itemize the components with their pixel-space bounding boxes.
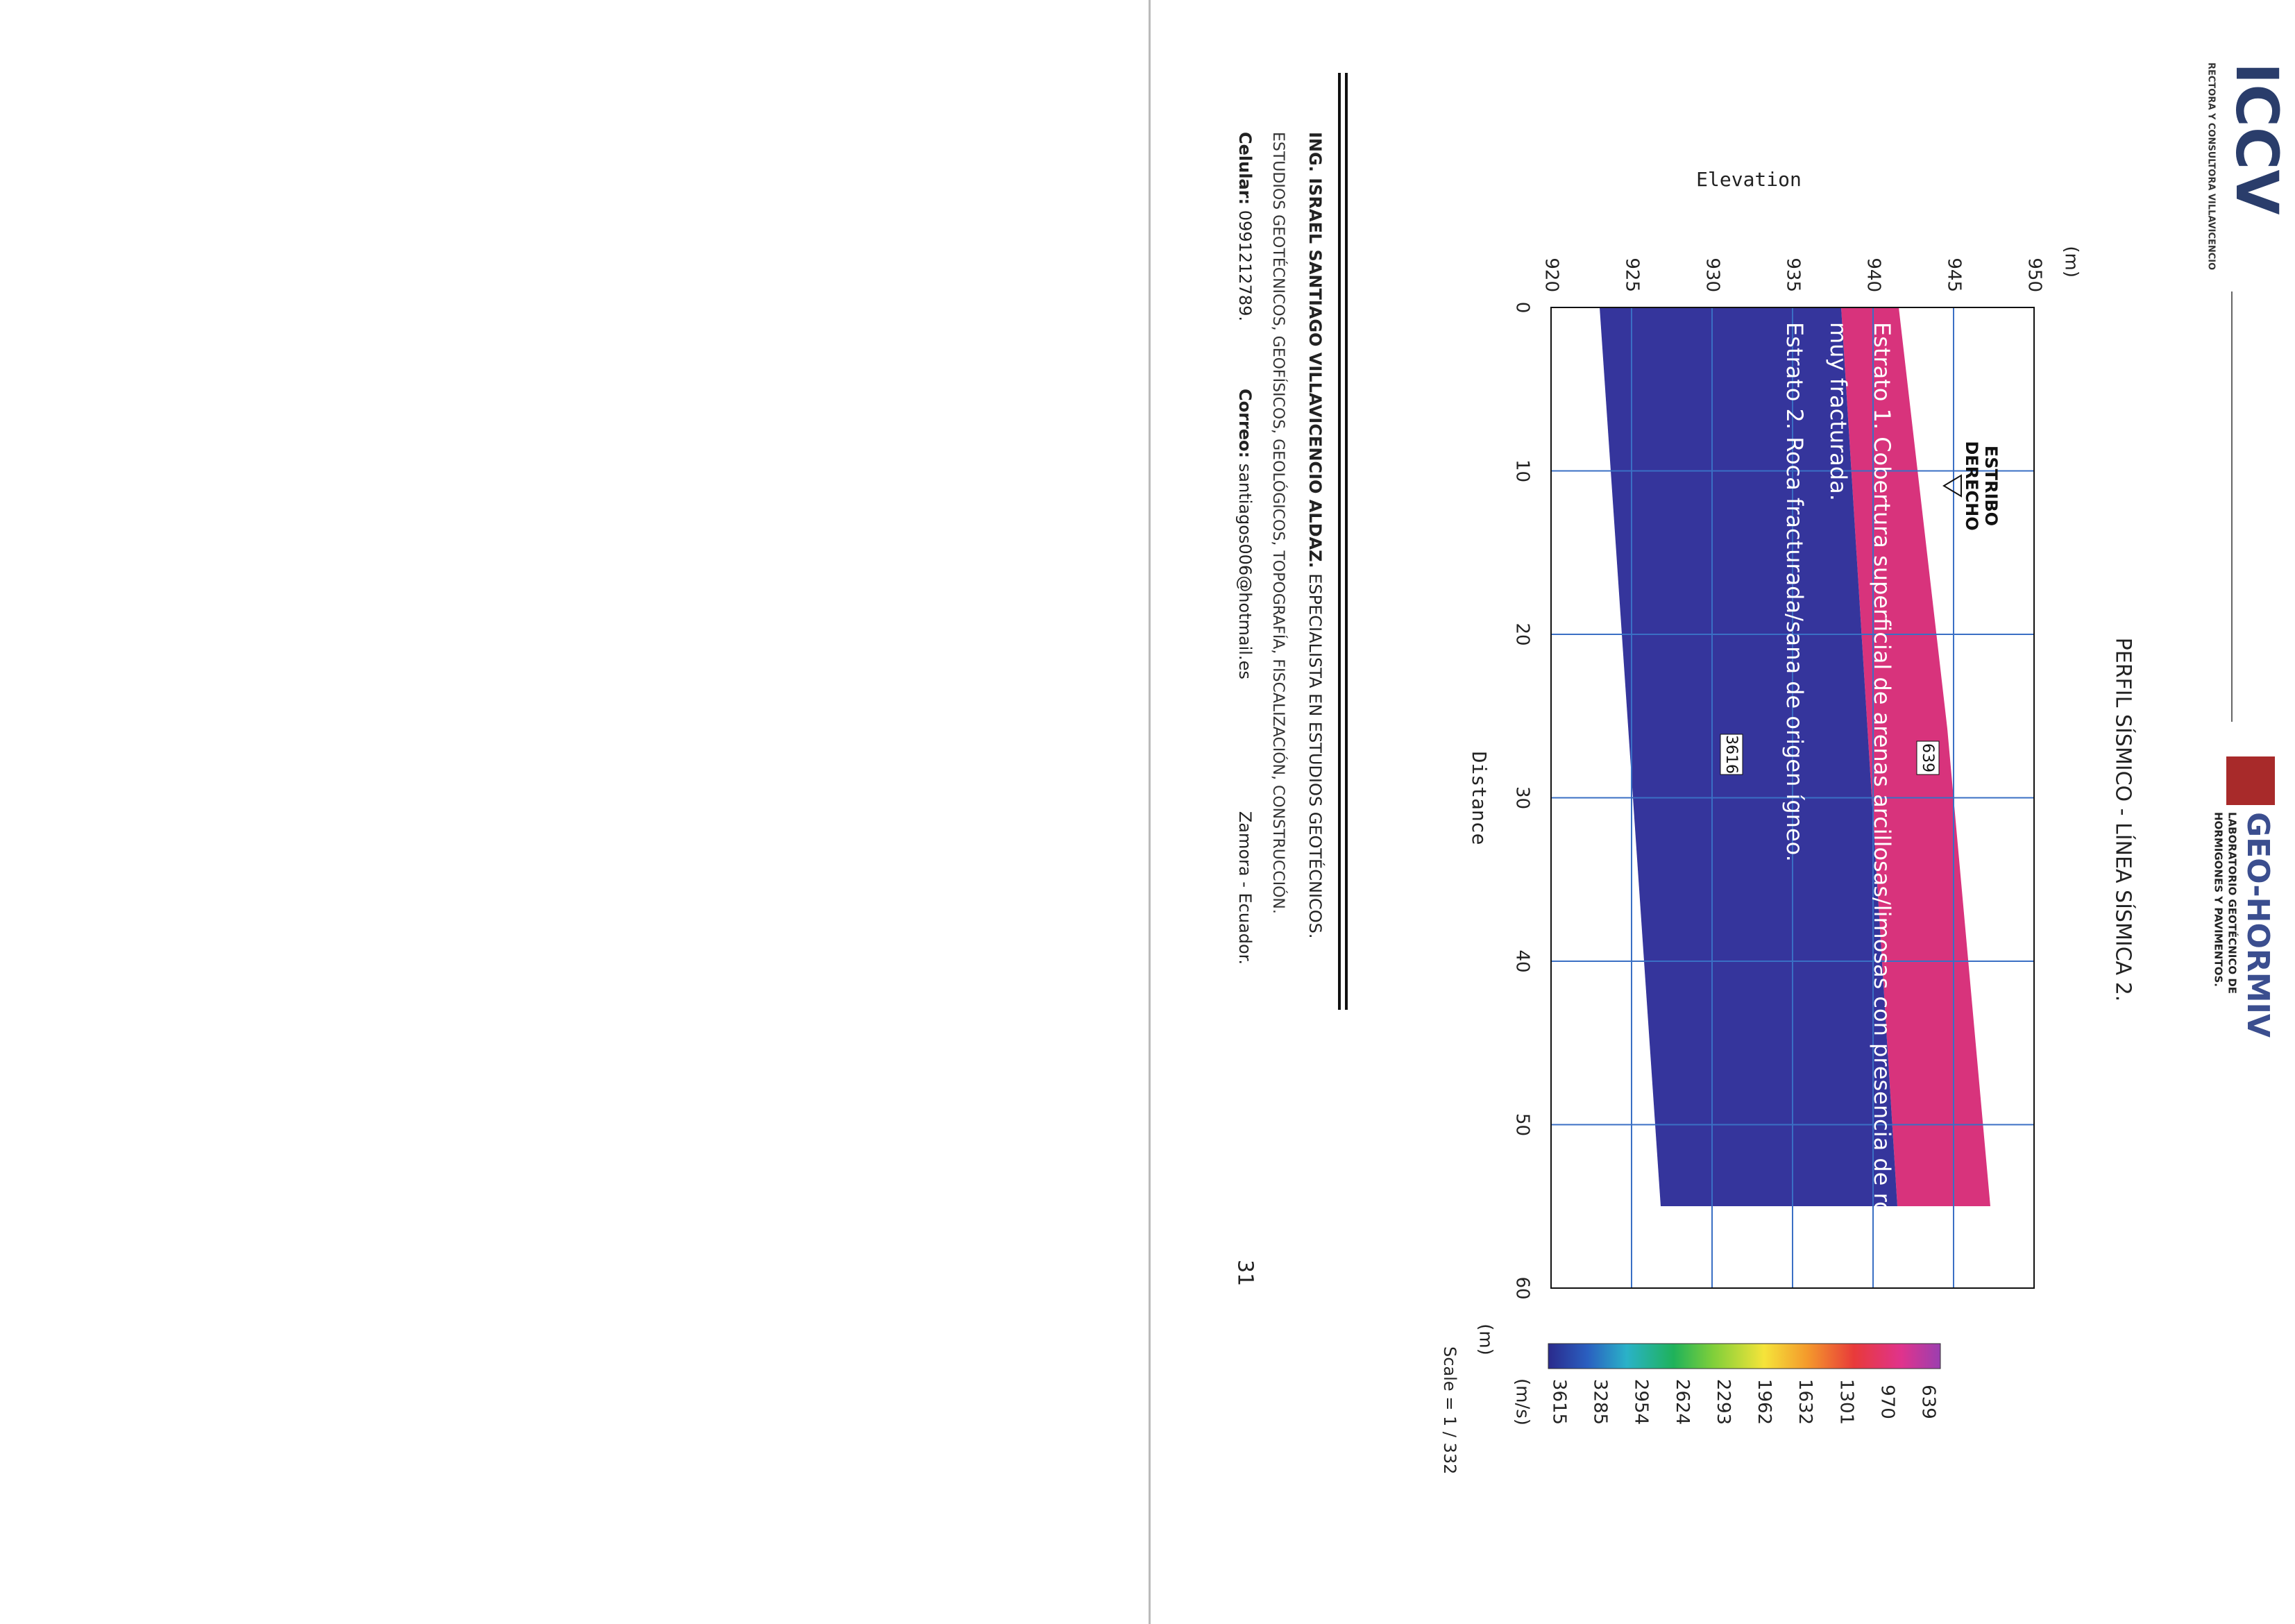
- layer-2: [1600, 307, 1897, 1206]
- y-unit: (m): [2061, 246, 2082, 278]
- colorbar: [1548, 1343, 1941, 1369]
- tag-box: [1720, 734, 1743, 775]
- y-tick-label: 920: [1541, 257, 1562, 292]
- page: ICCV RECTORA Y CONSULTORA VILLAVICENCIO …: [1156, 0, 2294, 1624]
- phone: 0991212789.: [1235, 205, 1255, 321]
- tag-box: [1916, 741, 1940, 775]
- layer-label: muy fracturada.: [1825, 322, 1852, 501]
- legend-label: 639: [1918, 1385, 1939, 1419]
- legend-label: 1301: [1836, 1379, 1856, 1425]
- x-tick-label: 60: [1512, 1276, 1533, 1299]
- footer-line: Correo: santiagos006@hotmail.es: [1235, 389, 1255, 679]
- x-axis-label: Distance: [1468, 752, 1491, 845]
- legend-label: 970: [1877, 1385, 1897, 1419]
- y-tick-label: 940: [1863, 257, 1884, 292]
- x-unit: (m): [1475, 1323, 1496, 1355]
- scale: Scale = 1 / 332: [1440, 1346, 1459, 1474]
- layer-label: Estrato 1. Cobertura superficial de aren…: [1869, 322, 1895, 1241]
- legend-label: 3615: [1549, 1379, 1570, 1425]
- logo-right-subtitle: HORMIGONES Y PAVIMENTOS.: [2212, 812, 2225, 987]
- logo-right-subtitle: LABORATORIO GEOTÉCNICO DE: [2226, 812, 2239, 994]
- x-tick-label: 0: [1512, 302, 1533, 314]
- legend-label: 1962: [1754, 1379, 1775, 1425]
- legend-label: 2624: [1672, 1379, 1693, 1425]
- logo-right-icon: [2226, 756, 2275, 805]
- document: ICCV RECTORA Y CONSULTORA VILLAVICENCIO …: [1233, 62, 2292, 1474]
- title: PERFIL SÍSMICO - LÍNEA SÍSMICA 2.: [2111, 638, 2136, 1002]
- legend-label: 3285: [1590, 1379, 1611, 1425]
- layer-label: Estrato 2. Roca fracturada/sana de orige…: [1781, 322, 1808, 862]
- email: santiagos006@hotmail.es: [1235, 458, 1255, 679]
- logo-left: ICCV: [2223, 62, 2291, 215]
- footer-line: ING. ISRAEL SANTIAGO VILLAVICENCIO ALDAZ…: [1305, 132, 1326, 939]
- marker-label: DERECHO: [1962, 441, 1981, 530]
- x-tick-label: 10: [1512, 459, 1533, 482]
- legend-label: 2293: [1713, 1379, 1734, 1425]
- y-axis-label: Elevation: [1696, 168, 1802, 191]
- legend-label: 1632: [1795, 1379, 1815, 1425]
- logo-right: GEO-HORMIV: [2240, 812, 2276, 1038]
- footer-line: Celular: 0991212789.: [1235, 132, 1255, 321]
- x-tick-label: 40: [1512, 949, 1533, 972]
- y-tick-label: 950: [2024, 257, 2045, 292]
- plot-frame: [1550, 307, 2035, 1289]
- marker-label: ESTRIBO: [1981, 446, 2001, 526]
- x-tick-label: 30: [1512, 786, 1533, 809]
- legend-unit: (m/s): [1512, 1378, 1533, 1426]
- logo-left-subtitle: RECTORA Y CONSULTORA VILLAVICENCIO: [2206, 62, 2217, 270]
- phone-label: Celular:: [1235, 132, 1255, 205]
- y-tick-label: 945: [1944, 257, 1965, 292]
- page-edge: [1149, 0, 1151, 1624]
- footer-name: ING. ISRAEL SANTIAGO VILLAVICENCIO ALDAZ…: [1305, 132, 1325, 568]
- footer-services: ESTUDIOS GEOTÉCNICOS, GEOFÍSICOS, GEOLÓG…: [1269, 132, 1287, 914]
- location: Zamora - Ecuador.: [1235, 811, 1255, 965]
- velocity-tag: 3616: [1722, 735, 1740, 774]
- velocity-tag: 639: [1919, 743, 1936, 772]
- y-tick-label: 930: [1702, 257, 1723, 292]
- marker: [1942, 474, 1962, 498]
- y-tick-label: 935: [1783, 257, 1804, 292]
- x-tick-label: 50: [1512, 1113, 1533, 1136]
- x-tick-label: 20: [1512, 623, 1533, 645]
- page-number: 31: [1233, 1260, 1257, 1286]
- y-tick-label: 925: [1622, 257, 1643, 292]
- legend-label: 2954: [1631, 1379, 1652, 1425]
- footer-specialty: ESPECIALISTA EN ESTUDIOS GEOTÉCNICOS.: [1305, 568, 1326, 939]
- email-label: Correo:: [1235, 389, 1255, 458]
